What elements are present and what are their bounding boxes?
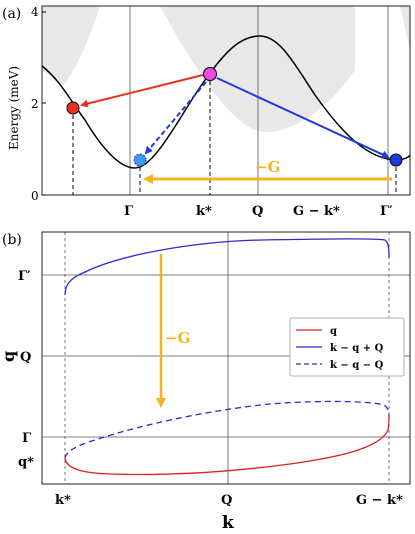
legend: q k − q + Q k − q − Q — [289, 317, 405, 377]
point-magenta — [203, 67, 217, 81]
ytick-gamma-prime: Γ′ — [18, 269, 31, 284]
panel-a-ylabel: Energy (meV) — [7, 66, 21, 150]
panel-b: (b) −G q k − q + Q k — [0, 231, 411, 533]
continuum-shading — [42, 6, 410, 132]
point-blue — [389, 153, 403, 167]
legend-label-k-q-minus-q: k − q − Q — [330, 360, 384, 371]
xtick-kstar: k* — [196, 204, 212, 219]
scatter-arrow-red — [80, 74, 204, 108]
xtick-q-b: Q — [221, 493, 232, 508]
ytick-qstar: q* — [18, 455, 34, 470]
ytick-2: 2 — [31, 97, 39, 111]
panel-a: (a) — [2, 5, 411, 219]
xtick-g-kstar: G − k* — [293, 204, 340, 219]
panel-b-tag: (b) — [2, 232, 22, 248]
panel-b-ylabel: q — [0, 351, 18, 362]
ytick-gamma: Γ — [22, 431, 32, 446]
scatter-arrow-blue-dashed — [144, 81, 207, 155]
xtick-q: Q — [252, 204, 263, 219]
panel-a-frame — [41, 5, 411, 196]
curve-q — [64, 416, 390, 476]
xtick-g-kstar-b: G − k* — [356, 493, 403, 508]
curve-k-q-minus-q — [64, 400, 390, 459]
xtick-gamma: Γ — [124, 204, 134, 219]
curve-k-q-plus-q — [64, 238, 390, 296]
ytick-q: Q — [20, 350, 31, 365]
legend-label-k-q-plus-q: k − q + Q — [330, 343, 384, 354]
panel-a-gridlines — [129, 6, 389, 195]
xtick-gamma-prime: Γ′ — [380, 204, 393, 219]
scatter-arrow-blue — [216, 77, 390, 159]
panel-b-xlabel: k — [222, 513, 235, 533]
panel-b-frame — [41, 231, 411, 485]
xtick-kstar-b: k* — [55, 493, 71, 508]
minus-g-label-b: −G — [165, 329, 190, 347]
point-lightblue — [133, 153, 147, 167]
point-red — [66, 101, 80, 115]
ytick-4: 4 — [31, 5, 39, 19]
panel-a-tag: (a) — [2, 6, 21, 22]
minus-g-label-a: −G — [255, 158, 280, 176]
legend-label-q: q — [330, 326, 337, 337]
ytick-0: 0 — [31, 189, 39, 203]
drop-lines — [72, 74, 397, 195]
dispersion-curve — [42, 35, 410, 169]
